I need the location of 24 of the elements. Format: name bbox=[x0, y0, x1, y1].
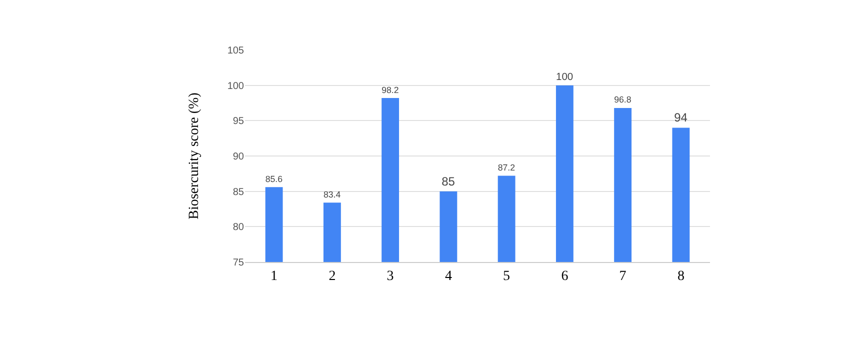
y-tick-label: 105 bbox=[227, 46, 244, 56]
y-tick-label: 75 bbox=[232, 258, 244, 268]
y-tick-label: 100 bbox=[227, 80, 244, 92]
x-tick-label: 3 bbox=[386, 268, 394, 284]
y-tick-label: 85 bbox=[232, 186, 244, 198]
data-label: 85.6 bbox=[265, 174, 283, 184]
x-tick-label: 5 bbox=[503, 268, 510, 284]
x-tick-label: 6 bbox=[561, 268, 568, 284]
y-axis-title: Biosercurity score (%) bbox=[186, 92, 202, 220]
data-label: 85 bbox=[442, 174, 456, 188]
x-tick-label: 8 bbox=[677, 268, 684, 284]
data-label: 83.4 bbox=[323, 189, 341, 200]
y-tick-label: 80 bbox=[232, 222, 244, 234]
x-tick-label: 7 bbox=[619, 268, 626, 284]
data-label: 100 bbox=[556, 72, 574, 83]
x-tick-label: 4 bbox=[444, 268, 452, 284]
data-label: 98.2 bbox=[382, 84, 399, 95]
data-label: 87.2 bbox=[498, 162, 516, 173]
data-label: 96.8 bbox=[614, 94, 632, 105]
y-tick-label: 95 bbox=[232, 116, 244, 128]
x-tick-label: 1 bbox=[270, 268, 278, 284]
x-tick-label: 2 bbox=[328, 268, 336, 284]
data-label: 94 bbox=[674, 110, 688, 125]
y-tick-label: 90 bbox=[232, 152, 244, 162]
